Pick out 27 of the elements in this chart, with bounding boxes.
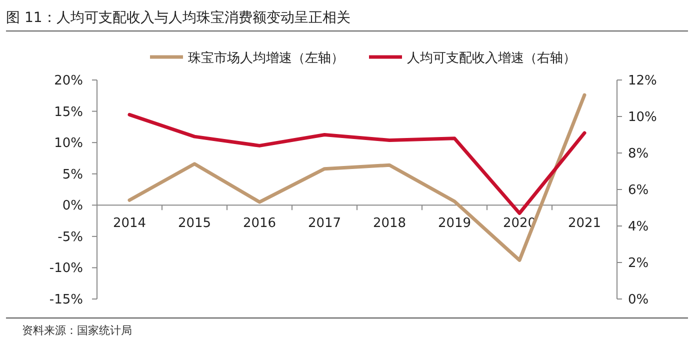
y-tick-label: -15%	[49, 292, 83, 308]
legend-label: 人均可支配收入增速（右轴）	[407, 51, 576, 66]
y2-tick-label: 2%	[628, 256, 649, 271]
y2-tick-label: 10%	[628, 110, 657, 125]
x-tick-label: 2016	[242, 216, 276, 232]
y-tick-label: 15%	[54, 104, 83, 120]
x-tick-label: 2018	[372, 216, 406, 232]
y-tick-label: 5%	[62, 167, 83, 182]
y2-tick-label: 12%	[628, 74, 657, 88]
x-tick-label: 2017	[308, 216, 342, 232]
y2-tick-label: 8%	[628, 146, 649, 162]
y-tick-label: -5%	[58, 230, 83, 245]
chart-title: 图 11：人均可支配收入与人均珠宝消费额变动呈正相关	[6, 10, 350, 26]
y2-tick-label: 0%	[628, 292, 649, 308]
x-tick-label: 2014	[112, 216, 146, 232]
text: 资料来源：国家统计局	[22, 324, 132, 337]
line-series	[128, 112, 586, 215]
x-tick-label: 2015	[178, 216, 212, 232]
y-tick-label: 10%	[54, 136, 83, 152]
x-tick-label: 2021	[568, 216, 602, 232]
y2-tick-label: 6%	[628, 183, 649, 198]
y-tick-label: 0%	[62, 198, 83, 214]
y2-tick-label: 4%	[628, 220, 649, 234]
legend-label: 珠宝市场人均增速（左轴）	[188, 50, 344, 66]
y-tick-label: -10%	[49, 261, 83, 276]
y-tick-label: 20%	[54, 74, 83, 88]
x-tick-label: 2019	[438, 216, 472, 232]
